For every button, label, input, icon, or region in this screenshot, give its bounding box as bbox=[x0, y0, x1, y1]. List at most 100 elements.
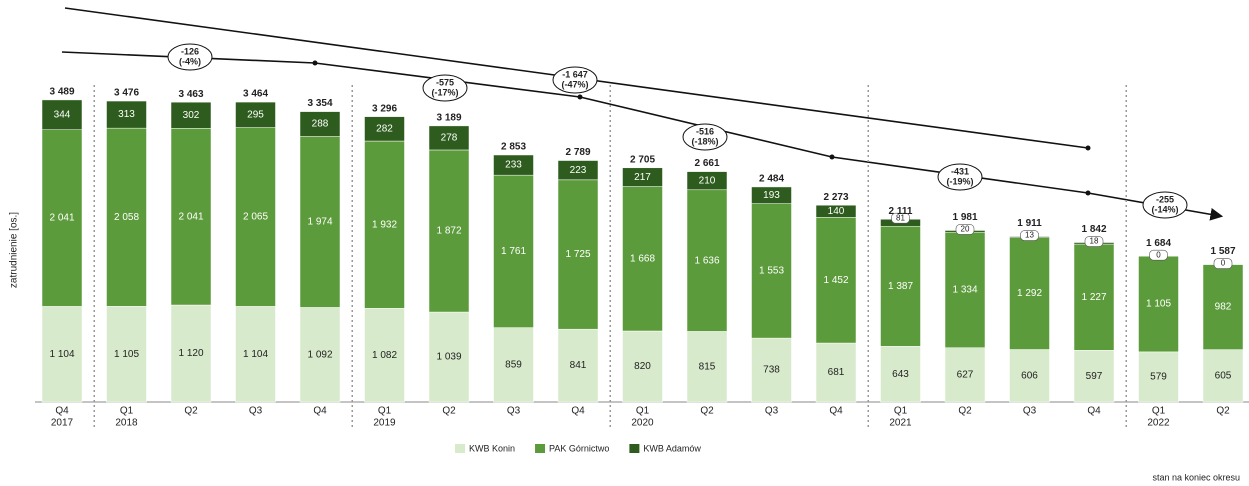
x-tick-label: Q2 bbox=[1216, 406, 1230, 417]
value-label: 681 bbox=[828, 367, 845, 378]
bar-segment bbox=[235, 127, 276, 307]
x-tick-label: Q4 bbox=[55, 406, 69, 417]
annotation-bubble bbox=[1142, 191, 1188, 219]
x-tick-label: Q4 bbox=[829, 406, 843, 417]
value-label: 1 039 bbox=[436, 352, 461, 363]
value-label: 1 725 bbox=[565, 249, 590, 260]
annotation-pct: (-17%) bbox=[431, 87, 458, 97]
annotation-pct: (-47%) bbox=[561, 79, 588, 89]
value-label: 217 bbox=[634, 172, 651, 183]
bar-segment bbox=[622, 330, 663, 403]
value-label: 1 092 bbox=[307, 349, 332, 360]
value-label: 606 bbox=[1021, 370, 1038, 381]
bar-segment bbox=[106, 127, 147, 307]
bar-segment bbox=[1202, 349, 1244, 403]
trend-dot bbox=[1085, 145, 1091, 151]
x-tick-label: Q4 bbox=[1087, 406, 1101, 417]
value-label: 140 bbox=[828, 206, 845, 217]
x-tick-label: Q2 bbox=[700, 406, 714, 417]
total-label: 3 354 bbox=[307, 98, 332, 109]
bar-segment bbox=[1138, 351, 1179, 403]
total-label: 3 189 bbox=[436, 113, 461, 124]
bar-segment bbox=[686, 189, 728, 332]
annotation-bubble bbox=[167, 43, 213, 71]
value-label: 295 bbox=[247, 109, 264, 120]
total-label: 2 111 bbox=[889, 206, 913, 217]
annotation-change: -1 647 bbox=[562, 69, 588, 79]
value-label: 1 872 bbox=[436, 226, 461, 237]
value-label: 1 120 bbox=[178, 348, 203, 359]
value-label: 815 bbox=[699, 361, 716, 372]
bar-segment bbox=[41, 99, 83, 130]
bar-segment bbox=[815, 217, 857, 344]
bar-segment bbox=[622, 167, 663, 187]
value-label: 344 bbox=[54, 109, 71, 120]
annotation-bubble bbox=[937, 163, 983, 191]
x-tick-label: Q3 bbox=[765, 406, 779, 417]
bar-segment bbox=[944, 347, 986, 403]
annotation-change: -575 bbox=[436, 77, 454, 87]
label-box bbox=[891, 212, 910, 224]
bar-segment bbox=[299, 111, 341, 137]
annotation-bubble bbox=[552, 66, 598, 94]
bar-segment bbox=[364, 116, 405, 142]
y-axis-label: zatrudnienie [os.] bbox=[9, 212, 20, 288]
bar-segment bbox=[815, 342, 857, 403]
bar-segment bbox=[686, 331, 728, 403]
trend-dot bbox=[829, 154, 835, 160]
label-box bbox=[1020, 230, 1039, 241]
value-label: 2 065 bbox=[243, 212, 268, 223]
value-label: 643 bbox=[892, 369, 909, 380]
value-label: 1 974 bbox=[307, 217, 332, 228]
annotation-change: -126 bbox=[181, 46, 199, 56]
x-tick-label: Q1 bbox=[120, 406, 134, 417]
value-label: 820 bbox=[634, 361, 651, 372]
annotation-pct: (-19%) bbox=[946, 176, 973, 186]
value-label: 2 041 bbox=[178, 211, 203, 222]
value-label: 2 041 bbox=[49, 213, 74, 224]
bar-segment bbox=[751, 203, 792, 339]
bar-segment bbox=[1073, 350, 1115, 403]
value-label: 313 bbox=[118, 109, 135, 120]
footnote: stan na koniec okresu bbox=[1152, 472, 1240, 482]
value-label: 1 668 bbox=[630, 253, 655, 264]
total-label: 2 705 bbox=[630, 154, 655, 165]
bar-segment bbox=[751, 337, 792, 403]
value-label: 738 bbox=[763, 365, 780, 376]
annotation-bubble bbox=[682, 123, 728, 151]
total-label: 3 464 bbox=[243, 89, 268, 100]
total-label: 3 476 bbox=[114, 88, 139, 99]
value-label: 302 bbox=[183, 110, 200, 121]
x-tick-year: 2020 bbox=[631, 418, 654, 429]
value-label: 1 387 bbox=[888, 281, 913, 292]
value-label: 282 bbox=[376, 123, 393, 134]
bar-segment bbox=[493, 174, 534, 328]
x-tick-year: 2018 bbox=[115, 418, 138, 429]
value-label: 278 bbox=[441, 133, 458, 144]
total-label: 1 684 bbox=[1146, 238, 1171, 249]
x-tick-label: Q3 bbox=[249, 406, 263, 417]
annotation-change: -431 bbox=[951, 166, 969, 176]
bar-segment bbox=[686, 171, 728, 191]
x-tick-year: 2019 bbox=[373, 418, 396, 429]
total-label: 2 273 bbox=[823, 192, 848, 203]
legend-label: PAK Górnictwo bbox=[549, 443, 609, 453]
x-tick-label: Q1 bbox=[894, 406, 908, 417]
bar-segment bbox=[1202, 264, 1244, 350]
bar-segment bbox=[170, 101, 212, 129]
x-tick-year: 2021 bbox=[889, 418, 912, 429]
value-label: 1 334 bbox=[952, 285, 977, 296]
legend-label: KWB Adamów bbox=[643, 443, 701, 453]
value-label: 0 bbox=[1221, 259, 1226, 268]
bar-segment bbox=[880, 225, 921, 347]
bar-segment bbox=[106, 306, 147, 403]
bar-segment bbox=[880, 346, 921, 403]
x-tick-year: 2017 bbox=[51, 418, 74, 429]
value-label: 859 bbox=[505, 359, 522, 370]
bar-segment bbox=[751, 186, 792, 204]
bar-segment bbox=[493, 154, 534, 176]
bar-segment bbox=[1009, 237, 1050, 350]
value-label: 605 bbox=[1215, 370, 1232, 381]
legend-label: KWB Konin bbox=[469, 443, 515, 453]
trend-dot bbox=[312, 60, 318, 66]
